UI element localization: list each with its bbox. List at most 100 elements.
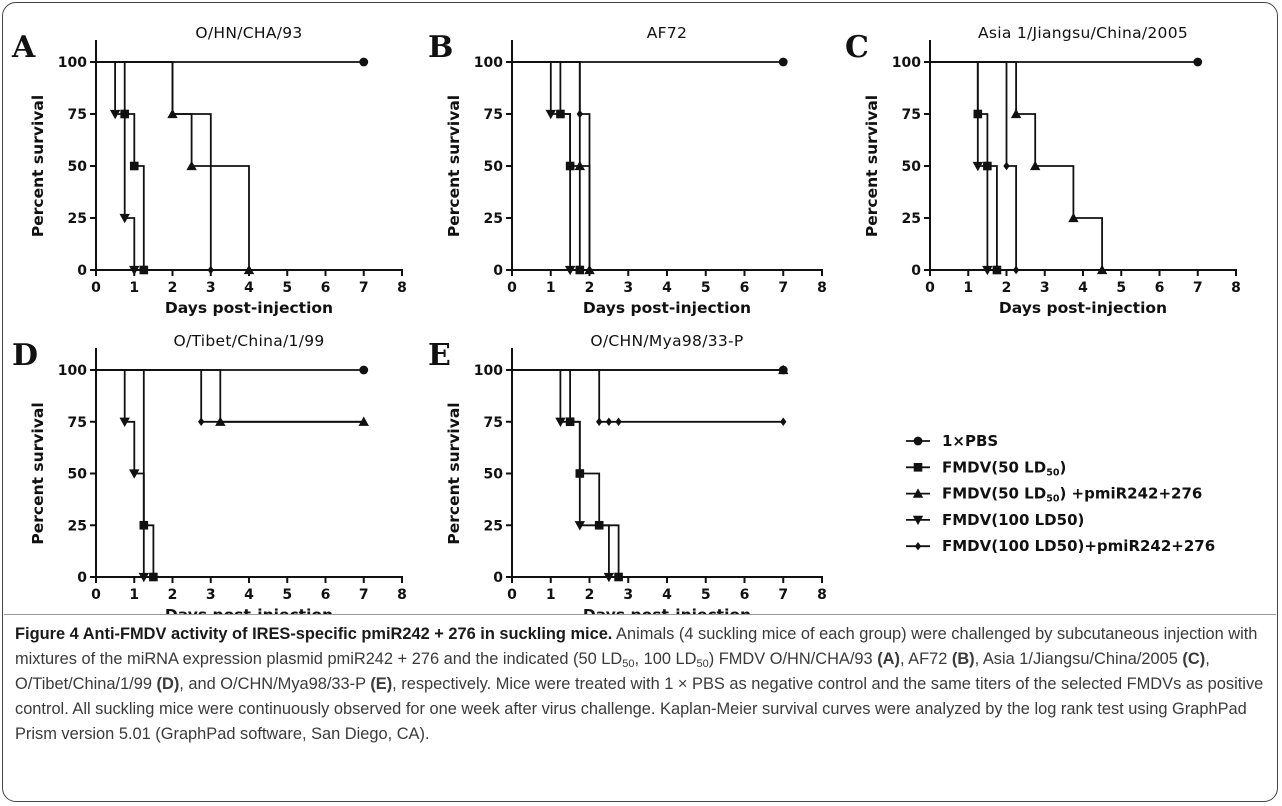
x-tick-label: 6 <box>740 280 750 296</box>
y-tick-label: 75 <box>68 415 87 431</box>
y-tick-label: 25 <box>484 211 503 227</box>
x-tick-label: 6 <box>740 587 750 603</box>
x-tick-label: 8 <box>817 587 827 603</box>
chart-title: AF72 <box>647 24 687 42</box>
chart-title: O/Tibet/China/1/99 <box>173 332 324 350</box>
data-point-triangle-down <box>603 572 615 583</box>
legend-label: 1×PBS <box>942 432 998 450</box>
data-point-diamond <box>1012 265 1020 275</box>
x-axis-label: Days post-injection <box>999 299 1167 317</box>
y-tick-label: 100 <box>474 363 503 379</box>
chart-title: O/HN/CHA/93 <box>195 24 302 42</box>
legend-label: FMDV(50 LD50) +pmiR242+276 <box>942 485 1202 505</box>
panel-letter: D <box>12 338 38 373</box>
y-tick-label: 75 <box>68 107 87 123</box>
legend-label-text: FMDV(100 LD50)+pmiR242+276 <box>942 537 1215 555</box>
x-axis-label: Days post-injection <box>583 299 751 317</box>
figure-caption: Figure 4 Anti-FMDV activity of IRES-spec… <box>15 622 1267 747</box>
caption-text: ) FMDV O/HN/CHA/93 <box>708 650 878 668</box>
x-tick-label: 5 <box>282 280 292 296</box>
caption-ref-d: (D) <box>156 675 180 693</box>
x-tick-label: 1 <box>129 280 139 296</box>
legend-label-text: ) <box>1059 458 1066 476</box>
data-point-triangle-down <box>574 521 586 531</box>
y-axis-label: Percent survival <box>445 95 463 237</box>
y-tick-label: 75 <box>484 415 503 431</box>
caption-ref-b: (B) <box>951 650 975 668</box>
series-line-triangle-down <box>512 61 571 270</box>
data-point-diamond <box>576 109 584 119</box>
x-tick-label: 7 <box>359 280 369 296</box>
caption-ref-e: (E) <box>370 675 393 693</box>
panel-letter: E <box>428 338 451 373</box>
y-tick-label: 100 <box>892 55 921 71</box>
legend-marker-circle <box>913 436 923 446</box>
x-tick-label: 8 <box>817 280 827 296</box>
data-point-triangle-up <box>1029 160 1041 171</box>
caption-text: , and O/CHN/Mya98/33-P <box>179 675 371 693</box>
data-point-diamond <box>780 417 787 426</box>
series-line-diamond <box>930 61 1017 270</box>
series-line-diamond <box>96 369 364 423</box>
y-tick-label: 0 <box>493 570 503 586</box>
x-tick-label: 5 <box>701 280 711 296</box>
legend-label-subscript: 50 <box>1046 467 1060 478</box>
y-tick-label: 0 <box>911 263 921 279</box>
x-tick-label: 3 <box>623 280 633 296</box>
y-tick-label: 50 <box>902 159 922 175</box>
legend-label-text: FMDV(50 LD <box>942 458 1046 476</box>
data-point-triangle-up <box>1010 108 1022 119</box>
x-tick-label: 1 <box>129 587 139 603</box>
x-tick-label: 8 <box>397 280 407 296</box>
x-tick-label: 7 <box>778 587 788 603</box>
x-tick-label: 4 <box>1078 280 1088 296</box>
x-tick-label: 5 <box>701 587 711 603</box>
y-tick-label: 0 <box>77 263 87 279</box>
legend-label-text: 1×PBS <box>942 432 998 450</box>
x-tick-label: 4 <box>662 280 672 296</box>
legend-marker-square <box>913 463 923 472</box>
data-point-triangle-down <box>119 213 130 224</box>
chart-title: Asia 1/Jiangsu/China/2005 <box>978 24 1188 42</box>
x-tick-label: 2 <box>168 587 178 603</box>
x-tick-label: 7 <box>1193 280 1203 296</box>
chart-panel-b: B AF72 0 25 50 75 100 0 1 2 3 4 5 6 7 8 Days post-inject… <box>428 24 827 317</box>
data-point-circle <box>1193 57 1203 67</box>
caption-ref-c: (C) <box>1182 650 1206 668</box>
chart-panel-d: D O/Tibet/China/1/99 0 25 50 75 100 0 1 2 3 4 5 6 7 8 Da… <box>12 332 407 614</box>
legend-label-text: FMDV(100 LD50) <box>942 511 1084 529</box>
y-tick-label: 50 <box>484 159 504 175</box>
x-tick-label: 4 <box>244 587 254 603</box>
caption-text: , Asia 1/Jiangsu/China/2005 <box>974 650 1183 668</box>
data-point-square <box>139 265 149 275</box>
x-tick-label: 1 <box>546 587 556 603</box>
x-axis-label: Days post-injection <box>165 606 333 614</box>
legend-marker-triangle-up <box>912 488 924 498</box>
panel-letter: B <box>428 30 453 65</box>
x-tick-label: 2 <box>585 280 595 296</box>
x-tick-label: 0 <box>507 280 517 296</box>
x-tick-label: 7 <box>359 587 369 603</box>
x-tick-label: 2 <box>585 587 595 603</box>
caption-head: Figure 4 Anti-FMDV activity of IRES-spec… <box>15 625 613 643</box>
y-tick-label: 100 <box>474 55 503 71</box>
x-tick-label: 1 <box>963 280 973 296</box>
y-tick-label: 75 <box>484 107 503 123</box>
x-tick-label: 0 <box>91 587 101 603</box>
x-tick-label: 3 <box>206 587 216 603</box>
x-tick-label: 3 <box>1040 280 1050 296</box>
legend-label-subscript: 50 <box>1046 494 1060 505</box>
data-point-diamond <box>207 265 214 275</box>
data-point-circle <box>359 365 369 375</box>
x-tick-label: 2 <box>1002 280 1012 296</box>
y-tick-label: 50 <box>68 467 88 483</box>
y-tick-label: 100 <box>58 55 87 71</box>
y-axis-label: Percent survival <box>29 402 47 544</box>
data-point-triangle-down <box>555 417 566 427</box>
y-tick-label: 50 <box>68 159 88 175</box>
data-point-triangle-down <box>545 109 556 120</box>
caption-text: Animals (4 suckling mice of each group) … <box>15 625 1258 668</box>
